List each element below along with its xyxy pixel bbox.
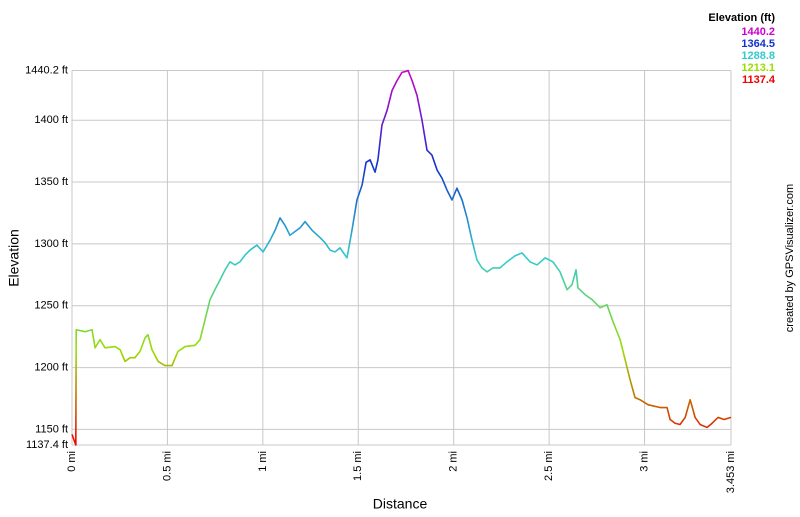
legend-value: 1213.1 (741, 62, 775, 74)
legend-value: 1440.2 (741, 26, 775, 38)
legend-value: 1137.4 (742, 74, 776, 86)
y-tick-label: 1350 ft (34, 176, 68, 188)
x-tick-label: 3 mi (638, 451, 650, 472)
y-axis-title: Elevation (6, 229, 22, 287)
x-tick-label: 2 mi (448, 451, 460, 472)
y-tick-label: 1300 ft (34, 238, 68, 250)
legend-value: 1364.5 (741, 38, 775, 50)
x-tick-label: 0 mi (66, 451, 78, 472)
elevation-line (71, 69, 732, 446)
legend-value: 1288.8 (741, 50, 775, 62)
credit: created by GPSVisualizer.com (784, 184, 796, 332)
x-axis-title: Distance (373, 496, 428, 512)
y-tick-label: 1150 ft (35, 423, 68, 435)
y-tick-label: 1440.2 ft (25, 64, 68, 76)
y-tick-label: 1137.4 ft (26, 439, 68, 451)
y-tick-label: 1200 ft (34, 361, 68, 373)
x-tick-label: 2.5 mi (543, 451, 555, 481)
legend-title: Elevation (ft) (708, 12, 775, 24)
y-tick-label: 1250 ft (34, 300, 68, 312)
x-tick-label: 3.453 mi (725, 451, 737, 493)
x-tick-label: 1 mi (257, 451, 269, 472)
x-tick-label: 1.5 mi (352, 451, 364, 481)
x-tick-label: 0.5 mi (161, 451, 173, 481)
y-tick-label: 1400 ft (34, 114, 68, 126)
